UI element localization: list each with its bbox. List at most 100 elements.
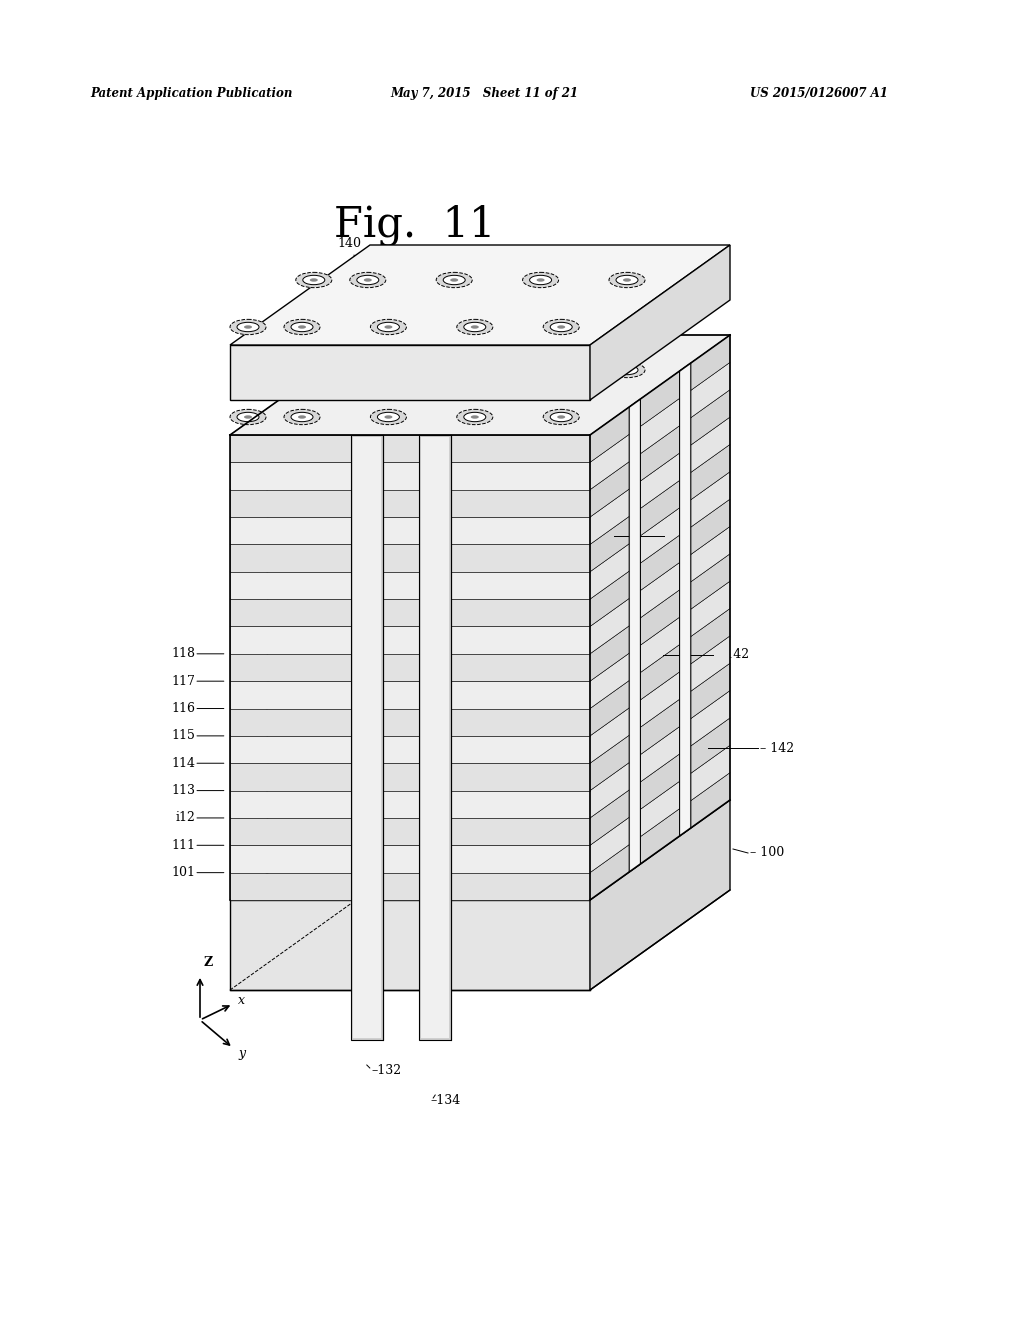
Polygon shape <box>589 499 730 627</box>
Polygon shape <box>229 690 730 791</box>
Polygon shape <box>229 763 589 791</box>
Polygon shape <box>229 345 589 400</box>
Ellipse shape <box>615 276 637 285</box>
Ellipse shape <box>364 368 372 372</box>
Ellipse shape <box>283 319 320 335</box>
Ellipse shape <box>536 279 544 281</box>
Polygon shape <box>229 544 589 572</box>
Polygon shape <box>229 471 730 572</box>
Polygon shape <box>421 437 449 1038</box>
Text: Patent Application Publication: Patent Application Publication <box>90 87 292 99</box>
Ellipse shape <box>229 409 266 425</box>
Ellipse shape <box>296 272 331 288</box>
Text: US 2015/0126007 A1: US 2015/0126007 A1 <box>749 87 887 99</box>
Polygon shape <box>589 636 730 763</box>
Ellipse shape <box>236 322 259 331</box>
Ellipse shape <box>549 322 572 331</box>
Text: – 100: – 100 <box>749 846 784 859</box>
Ellipse shape <box>283 409 320 425</box>
Ellipse shape <box>543 319 579 335</box>
Text: i12: i12 <box>175 812 195 825</box>
Polygon shape <box>229 527 730 627</box>
Polygon shape <box>229 681 589 709</box>
Ellipse shape <box>310 368 318 372</box>
Ellipse shape <box>556 416 565 418</box>
Polygon shape <box>629 399 640 873</box>
Polygon shape <box>589 581 730 709</box>
Polygon shape <box>229 845 589 873</box>
Polygon shape <box>229 772 730 873</box>
Polygon shape <box>229 554 730 653</box>
Polygon shape <box>229 417 730 517</box>
Polygon shape <box>229 599 589 627</box>
Polygon shape <box>589 527 730 653</box>
Ellipse shape <box>522 272 558 288</box>
Ellipse shape <box>377 322 399 331</box>
Polygon shape <box>229 517 589 544</box>
Polygon shape <box>229 709 589 735</box>
Ellipse shape <box>536 368 544 372</box>
Text: 111: 111 <box>171 838 195 851</box>
Polygon shape <box>229 490 589 517</box>
Ellipse shape <box>449 279 458 281</box>
Polygon shape <box>229 718 730 818</box>
Polygon shape <box>589 363 730 490</box>
Text: – 142: – 142 <box>759 742 793 755</box>
Polygon shape <box>589 445 730 572</box>
Ellipse shape <box>608 272 644 288</box>
Polygon shape <box>419 436 451 1040</box>
Ellipse shape <box>310 279 318 281</box>
Text: –134: –134 <box>430 1093 460 1106</box>
Text: y: y <box>237 1047 245 1060</box>
Ellipse shape <box>296 363 331 378</box>
Ellipse shape <box>471 416 478 418</box>
Ellipse shape <box>244 416 252 418</box>
Polygon shape <box>589 609 730 735</box>
Ellipse shape <box>623 368 631 372</box>
Text: 116: 116 <box>171 702 195 715</box>
Polygon shape <box>229 499 730 599</box>
Ellipse shape <box>471 325 478 329</box>
Polygon shape <box>679 363 690 836</box>
Text: – 142: – 142 <box>714 648 748 661</box>
Ellipse shape <box>529 366 551 375</box>
Ellipse shape <box>556 325 565 329</box>
Ellipse shape <box>229 319 266 335</box>
Polygon shape <box>229 609 730 709</box>
Polygon shape <box>630 399 639 873</box>
Ellipse shape <box>543 409 579 425</box>
Polygon shape <box>589 772 730 900</box>
Ellipse shape <box>384 416 392 418</box>
Polygon shape <box>589 246 730 400</box>
Polygon shape <box>229 363 730 462</box>
Polygon shape <box>229 445 730 544</box>
Text: –132: –132 <box>372 1064 401 1077</box>
Text: 118: 118 <box>171 647 195 660</box>
Ellipse shape <box>236 412 259 421</box>
Polygon shape <box>229 791 589 818</box>
Text: 115: 115 <box>171 730 195 742</box>
Polygon shape <box>229 653 589 681</box>
Polygon shape <box>229 873 589 900</box>
Polygon shape <box>229 663 730 763</box>
Ellipse shape <box>357 366 378 375</box>
Polygon shape <box>229 800 730 900</box>
Ellipse shape <box>370 409 406 425</box>
Ellipse shape <box>615 366 637 375</box>
Text: x: x <box>237 994 245 1006</box>
Text: 114: 114 <box>171 756 195 770</box>
Polygon shape <box>229 246 730 345</box>
Polygon shape <box>229 389 730 490</box>
Ellipse shape <box>370 319 406 335</box>
Ellipse shape <box>449 368 458 372</box>
Ellipse shape <box>529 276 551 285</box>
Polygon shape <box>589 746 730 873</box>
Text: Z: Z <box>204 956 213 969</box>
Ellipse shape <box>377 412 399 421</box>
Polygon shape <box>589 471 730 599</box>
Ellipse shape <box>384 325 392 329</box>
Ellipse shape <box>290 412 313 421</box>
Text: 113: 113 <box>171 784 195 797</box>
Ellipse shape <box>436 363 472 378</box>
Ellipse shape <box>364 279 372 281</box>
